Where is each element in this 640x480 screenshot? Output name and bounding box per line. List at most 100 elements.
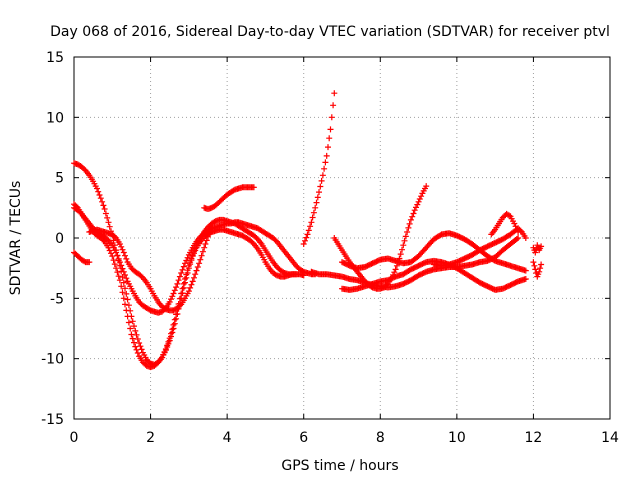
data-point	[392, 266, 399, 273]
data-point	[175, 277, 182, 284]
series-track-g	[300, 90, 338, 247]
y-axis-label: SDTVAR / TECUs	[8, 181, 24, 296]
x-tick-label: 14	[601, 430, 619, 446]
data-point	[411, 207, 418, 214]
data-point	[312, 204, 319, 211]
data-point	[208, 224, 215, 231]
data-point	[183, 257, 190, 264]
x-tick-label: 0	[70, 430, 79, 446]
data-point	[300, 241, 307, 247]
data-point	[319, 172, 326, 179]
data-point	[178, 270, 185, 276]
data-point	[314, 194, 321, 201]
data-point	[303, 234, 310, 241]
data-point	[197, 256, 204, 263]
data-point	[134, 350, 141, 356]
data-point	[179, 285, 186, 292]
data-point	[513, 226, 520, 233]
data-point	[331, 90, 338, 97]
data-point	[106, 223, 113, 230]
data-point	[522, 276, 529, 282]
data-point	[173, 284, 180, 291]
data-point	[185, 262, 192, 269]
data-point	[118, 243, 125, 250]
data-point	[124, 296, 131, 303]
data-point	[128, 331, 135, 338]
series-track-o	[530, 259, 545, 280]
data-point	[129, 335, 136, 342]
data-point	[123, 275, 130, 282]
data-point	[506, 212, 513, 219]
data-point	[406, 220, 413, 227]
data-point	[189, 278, 196, 285]
data-point	[102, 210, 109, 217]
data-point	[176, 302, 183, 309]
series-track-f	[201, 184, 257, 212]
data-point	[162, 346, 169, 352]
data-point	[410, 210, 417, 217]
data-point	[302, 237, 308, 244]
data-point	[118, 283, 125, 290]
data-point	[530, 259, 537, 266]
data-point	[109, 253, 116, 260]
x-tick-label: 4	[223, 430, 232, 446]
data-point	[401, 237, 408, 244]
data-point	[198, 252, 205, 259]
data-point	[196, 260, 203, 267]
data-point	[94, 185, 100, 192]
data-point	[114, 269, 121, 276]
data-point	[326, 135, 333, 142]
data-point	[99, 198, 106, 205]
data-point	[160, 351, 167, 358]
data-point	[322, 159, 329, 166]
data-point	[131, 323, 137, 330]
data-point	[134, 336, 141, 342]
data-point	[116, 277, 123, 284]
data-point	[413, 204, 419, 211]
data-point	[127, 307, 134, 314]
data-point	[415, 198, 422, 205]
data-point	[122, 272, 128, 278]
data-point	[402, 233, 409, 240]
data-point	[184, 267, 191, 274]
data-point	[171, 287, 178, 294]
axis-ticks: 0 2 4 6 8 10 12 14 -15 -10 -5 0 5 10 15	[41, 50, 619, 446]
data-point	[532, 249, 539, 256]
data-point	[97, 195, 104, 202]
data-point	[207, 227, 214, 234]
data-point	[171, 316, 178, 323]
y-tick-label: -15	[41, 412, 64, 428]
y-tick-label: -5	[50, 291, 64, 307]
data-point	[173, 311, 180, 318]
data-point	[328, 114, 335, 121]
data-point	[108, 250, 114, 257]
data-point	[170, 321, 177, 328]
data-point	[178, 290, 185, 297]
y-tick-label: 15	[46, 50, 64, 66]
y-tick-label: -10	[41, 352, 64, 368]
data-point	[106, 247, 113, 254]
series-track-n	[530, 242, 545, 256]
data-point	[515, 229, 522, 235]
data-point	[169, 293, 176, 300]
data-point	[137, 343, 144, 350]
data-point	[115, 255, 122, 262]
data-point	[512, 223, 519, 230]
data-point	[187, 284, 194, 291]
y-tick-label: 5	[55, 171, 64, 187]
data-point	[122, 252, 128, 259]
data-point	[511, 220, 518, 227]
data-point	[166, 335, 173, 342]
data-point	[182, 260, 188, 267]
data-point	[399, 246, 405, 253]
data-point	[113, 249, 120, 256]
data-point	[168, 330, 174, 337]
data-point	[325, 144, 331, 151]
data-point	[517, 227, 524, 234]
data-point	[317, 183, 324, 190]
data-point	[405, 224, 412, 231]
data-point	[125, 319, 132, 326]
data-point	[110, 257, 117, 264]
data-point	[180, 280, 187, 287]
